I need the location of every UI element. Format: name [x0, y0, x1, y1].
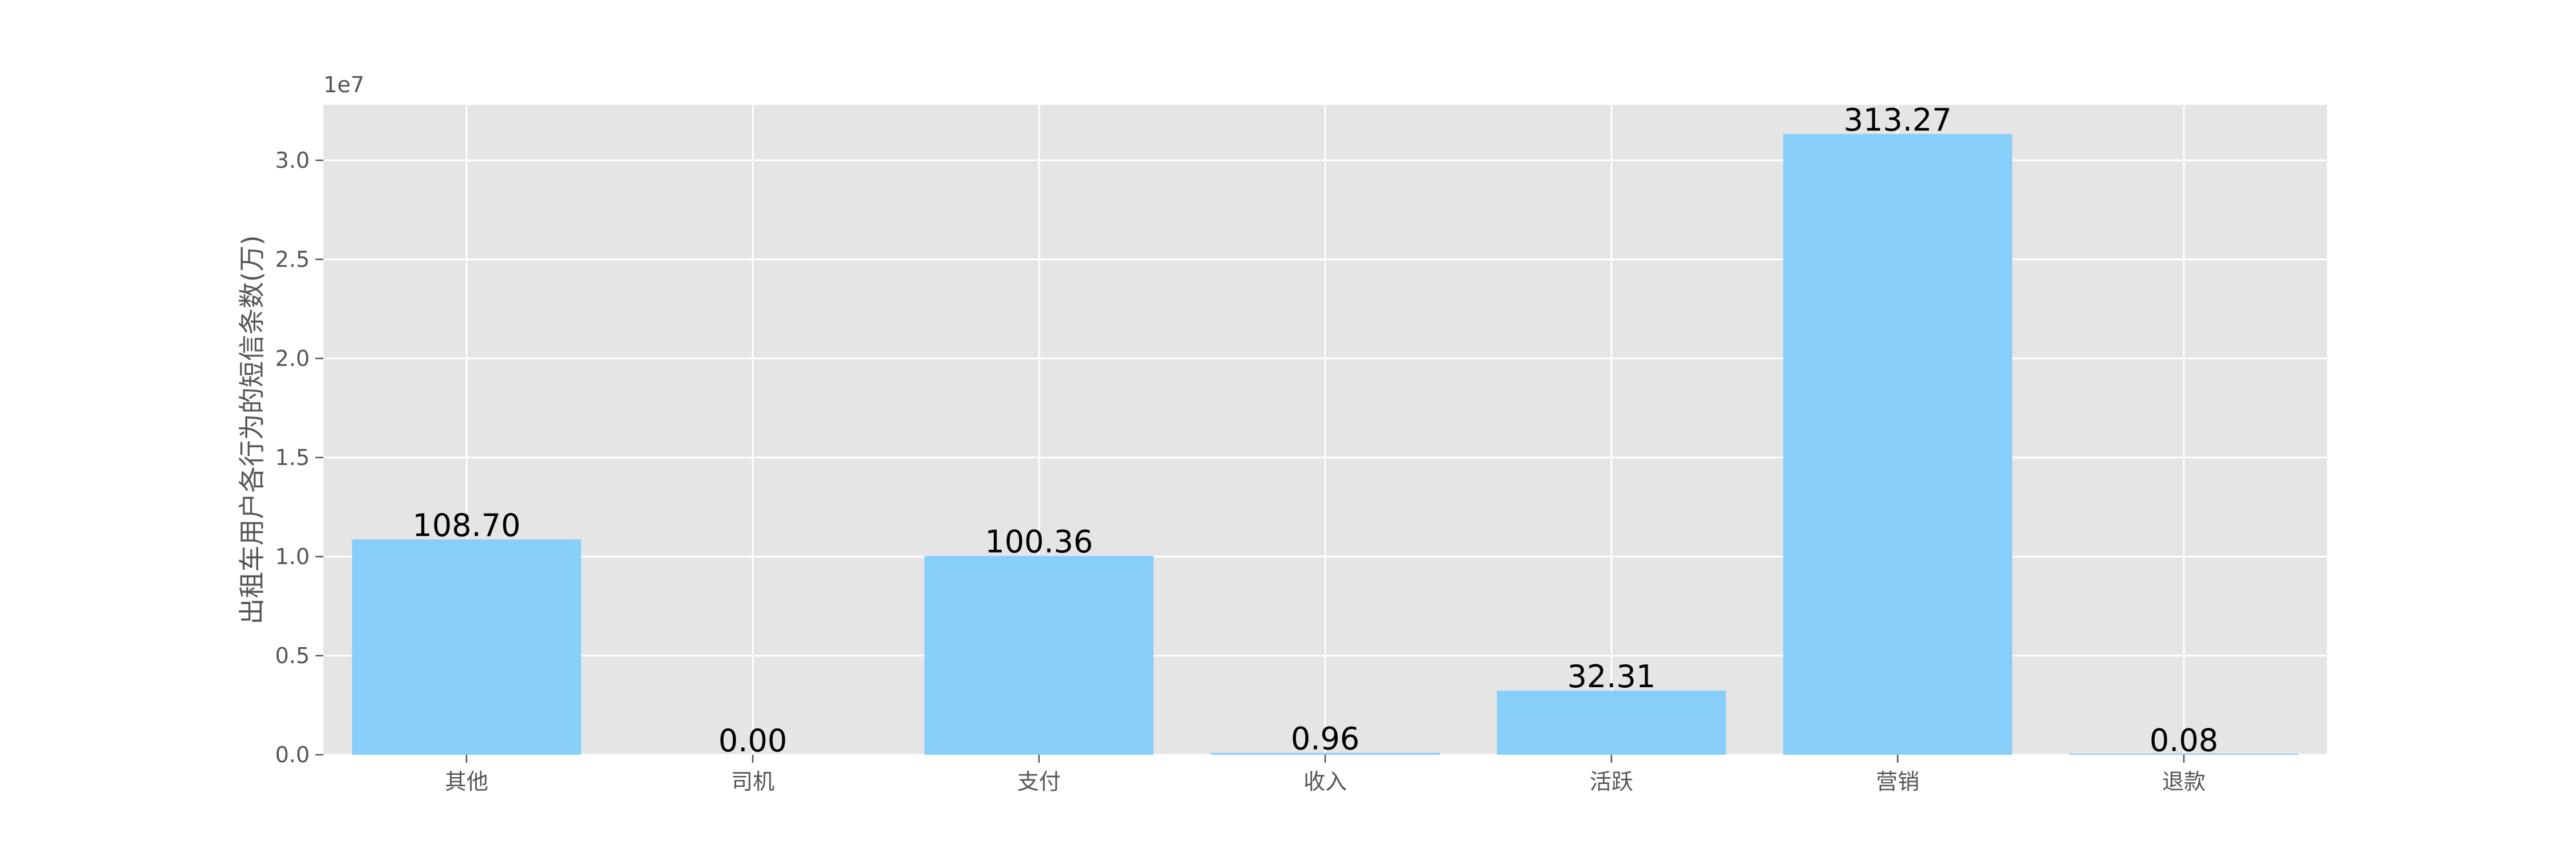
data-label: 0.00 — [718, 723, 787, 759]
data-label: 0.96 — [1291, 721, 1360, 757]
x-tick-label: 营销 — [1876, 769, 1919, 794]
data-label: 32.31 — [1567, 659, 1656, 695]
y-tick-label: 0.0 — [275, 742, 310, 767]
data-label: 100.36 — [985, 524, 1093, 560]
data-labels: 108.70 0.00 100.36 0.96 32.31 313.27 0.08 — [413, 102, 2219, 759]
bar — [1497, 691, 1726, 755]
y-tick-label: 0.5 — [275, 643, 310, 668]
bars — [352, 133, 2298, 755]
bar — [2069, 754, 2298, 755]
y-tick-label: 3.0 — [275, 148, 310, 173]
x-tick-label: 司机 — [731, 769, 775, 794]
x-tick-label: 退款 — [2162, 769, 2206, 794]
data-label: 0.08 — [2150, 723, 2218, 759]
data-label: 313.27 — [1844, 102, 1952, 138]
bar — [352, 539, 581, 755]
bar — [1783, 133, 2012, 755]
x-tick-label: 活跃 — [1590, 769, 1633, 794]
y-axis-label: 出租车用户各行为的短信条数(万) — [236, 235, 267, 625]
x-tick-label: 收入 — [1303, 769, 1347, 794]
data-label: 108.70 — [413, 507, 521, 543]
bar — [924, 555, 1153, 755]
y-tick-label: 1.0 — [275, 544, 310, 569]
x-tick-label: 支付 — [1017, 769, 1061, 794]
y-tick-label: 2.0 — [275, 346, 310, 371]
y-tick-label: 2.5 — [275, 247, 310, 272]
y-tick-label: 1.5 — [275, 445, 310, 470]
y-axis-offset-text: 1e7 — [323, 72, 365, 97]
x-tick-label: 其他 — [445, 769, 488, 794]
bar — [1211, 752, 1440, 755]
x-axis-ticks: 其他 司机 支付 收入 活跃 营销 退款 — [445, 755, 2206, 794]
y-axis-ticks: 0.0 0.5 1.0 1.5 2.0 2.5 3.0 — [275, 148, 323, 767]
